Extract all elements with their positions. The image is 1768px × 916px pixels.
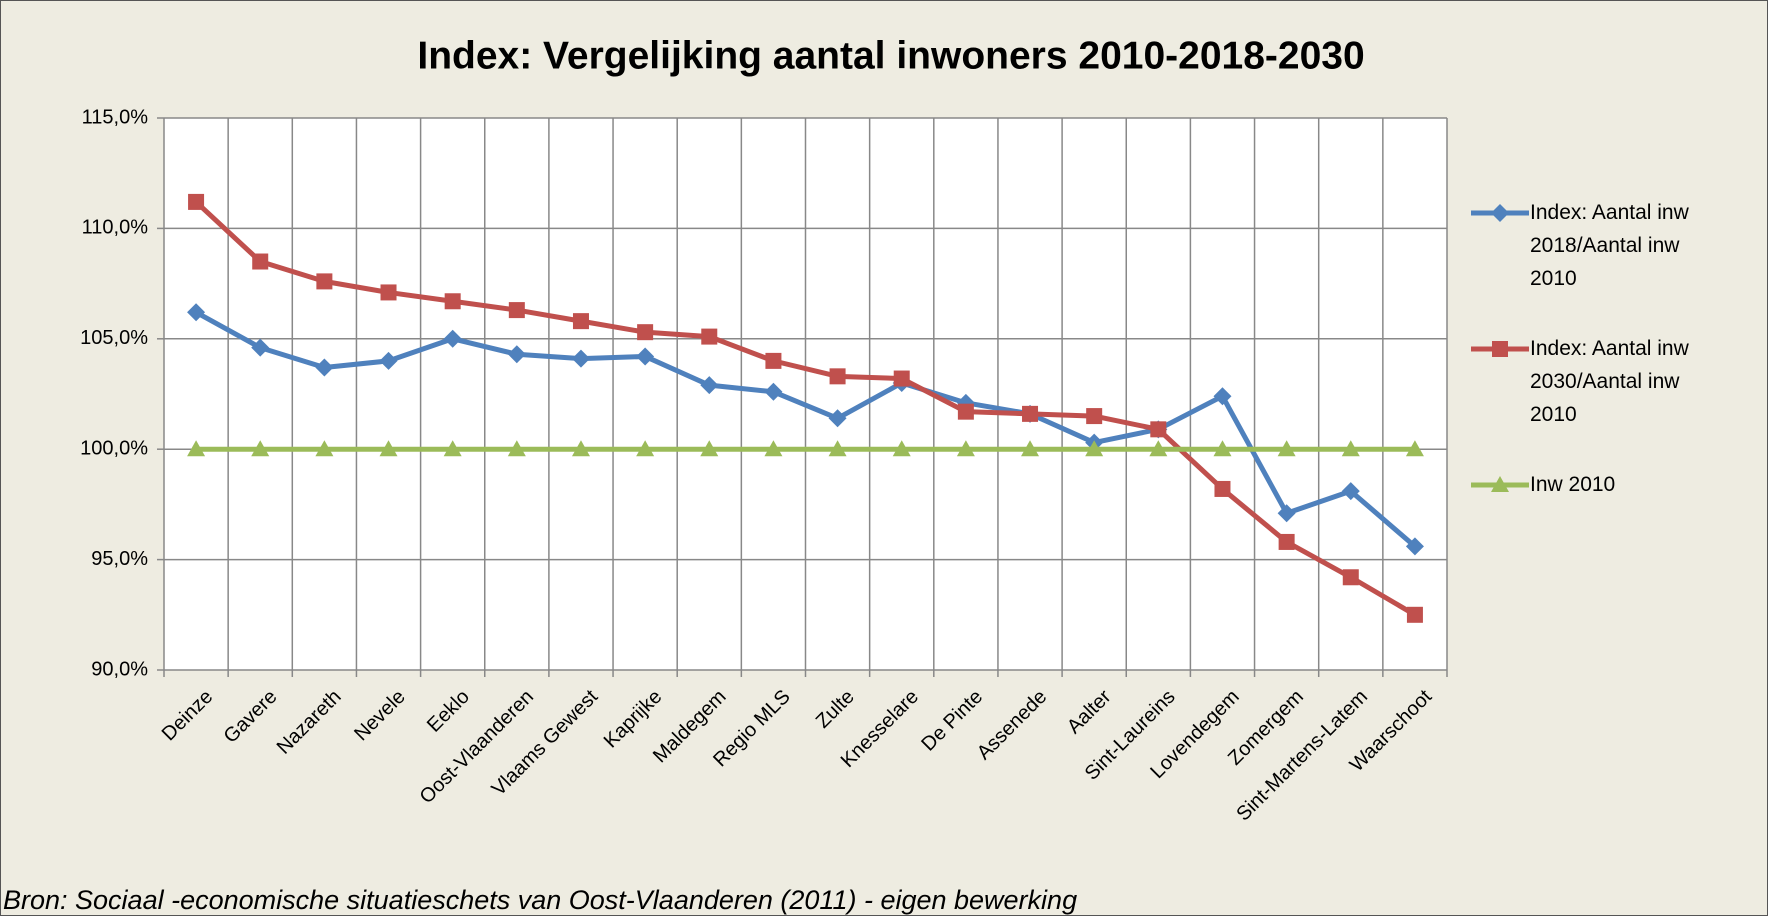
marker [379, 440, 398, 457]
marker [1491, 476, 1509, 492]
y-tick-label: 110,0% [82, 217, 149, 239]
x-tick-label: Oost-Vlaanderen [416, 686, 538, 808]
marker [1492, 341, 1508, 357]
marker [829, 368, 846, 385]
x-tick-label: Eeklo [423, 686, 474, 737]
y-tick-label: 95,0% [91, 548, 148, 570]
marker [1021, 440, 1040, 457]
marker [1341, 440, 1360, 457]
marker [957, 403, 974, 420]
marker [1085, 440, 1104, 457]
x-tick-label: Aalter [1063, 685, 1116, 738]
chart-title: Index: Vergelijking aantal inwoners 2010… [417, 34, 1364, 77]
marker [1277, 504, 1296, 523]
marker [379, 351, 398, 370]
marker [1491, 204, 1509, 222]
marker [187, 440, 206, 457]
y-tick-label: 105,0% [80, 327, 148, 349]
marker [187, 303, 206, 322]
marker [251, 338, 270, 357]
marker [1278, 533, 1295, 550]
marker [1341, 482, 1360, 501]
marker [1405, 440, 1424, 457]
y-tick-label: 90,0% [91, 658, 148, 680]
marker [1406, 606, 1423, 623]
x-tick-label: Gavere [220, 686, 282, 748]
legend-label: Index: Aantal inw 2030/Aantal inw 2010 [1530, 337, 1689, 426]
marker [892, 440, 911, 457]
marker [1149, 440, 1168, 457]
marker [508, 302, 525, 319]
marker [1150, 421, 1167, 438]
marker [637, 324, 654, 341]
marker [380, 284, 397, 301]
x-tick-label: Nevele [350, 686, 410, 746]
marker [1022, 405, 1039, 422]
x-tick-label: Deinze [158, 686, 218, 746]
marker [764, 382, 783, 401]
marker [636, 347, 655, 366]
marker [828, 409, 847, 428]
marker [700, 440, 719, 457]
marker [571, 440, 590, 457]
marker [1277, 440, 1296, 457]
marker [956, 440, 975, 457]
marker [571, 349, 590, 368]
marker [507, 440, 526, 457]
legend-label: Index: Aantal inw 2018/Aantal inw 2010 [1530, 201, 1689, 290]
marker [444, 293, 461, 310]
marker [701, 328, 718, 345]
marker [1086, 408, 1103, 425]
marker [636, 440, 655, 457]
marker [764, 440, 783, 457]
x-tick-label: Zulte [812, 686, 859, 733]
marker [315, 358, 334, 377]
marker [251, 440, 270, 457]
marker [1213, 440, 1232, 457]
marker [316, 273, 333, 290]
marker [1214, 480, 1231, 497]
marker [572, 313, 589, 330]
marker [188, 193, 205, 210]
marker [1405, 537, 1424, 556]
marker [828, 440, 847, 457]
source-note: Bron: Sociaal -economische situatieschet… [3, 885, 1078, 915]
series-line [194, 200, 1417, 617]
y-tick-label: 100,0% [80, 437, 148, 459]
marker [315, 440, 334, 457]
x-tick-label: Nazareth [273, 686, 346, 759]
y-tick-label: 115,0% [82, 106, 149, 128]
marker [700, 376, 719, 395]
marker [443, 440, 462, 457]
marker [893, 370, 910, 387]
x-tick-label: Assenede [973, 686, 1051, 764]
x-tick-label: Kaprijke [600, 686, 667, 753]
marker [1213, 387, 1232, 406]
marker [507, 345, 526, 364]
legend-label: Inw 2010 [1530, 473, 1616, 496]
series-line [194, 310, 1417, 549]
marker [443, 329, 462, 348]
marker [252, 253, 269, 270]
marker [765, 352, 782, 369]
marker [1342, 569, 1359, 586]
